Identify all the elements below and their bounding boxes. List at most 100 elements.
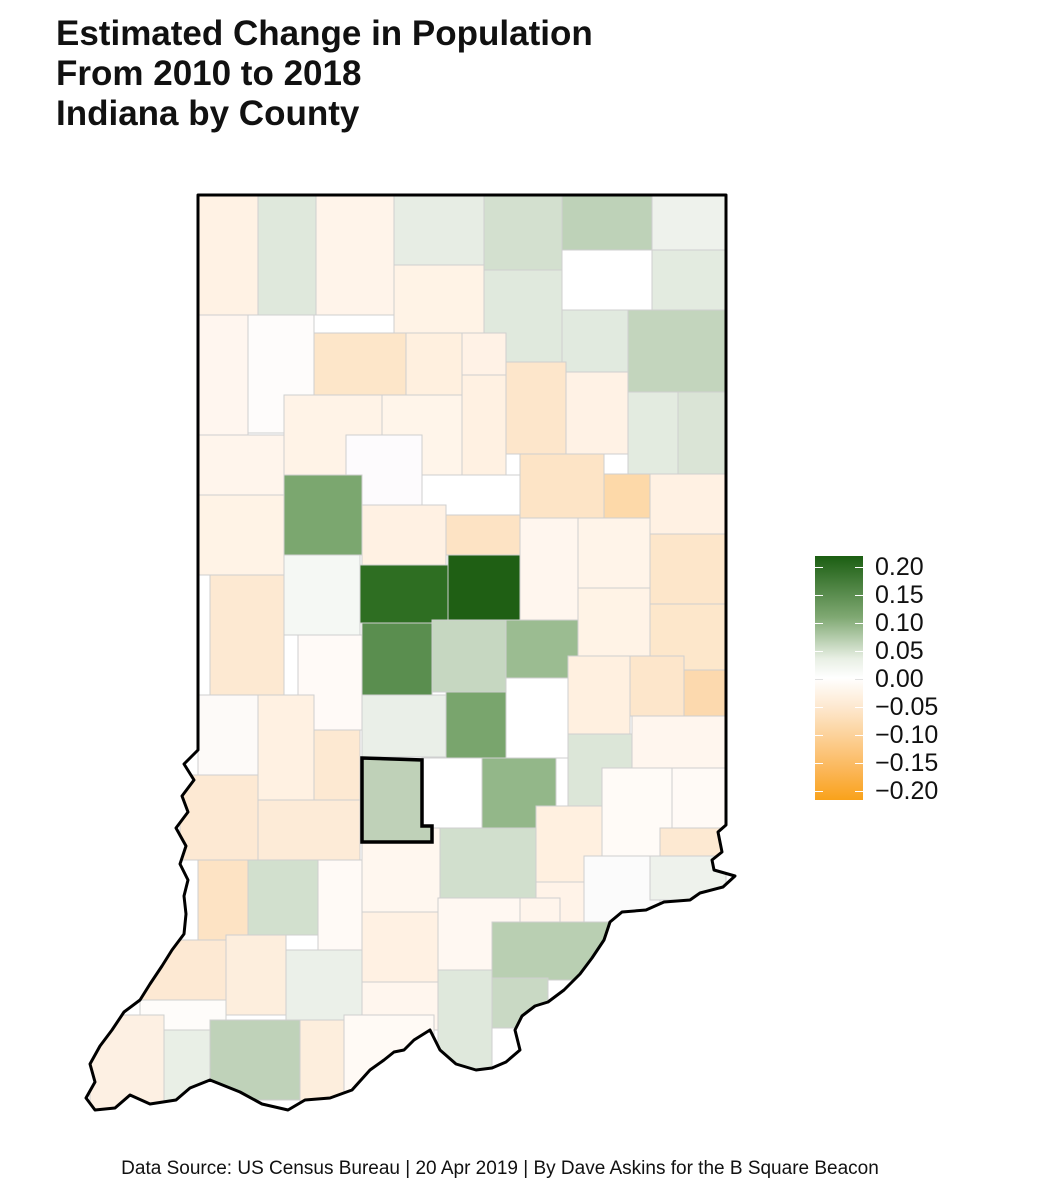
county	[505, 361, 567, 455]
county	[313, 729, 361, 801]
county	[225, 934, 287, 1016]
county	[561, 309, 629, 373]
legend-label-0-15: 0.15	[875, 581, 924, 609]
map-title: Estimated Change in Population From 2010…	[56, 14, 593, 134]
county	[361, 504, 447, 566]
county	[197, 859, 249, 941]
county	[283, 554, 361, 636]
legend-tick	[815, 623, 823, 624]
county	[445, 691, 507, 759]
legend-label-0-20: 0.20	[875, 553, 924, 581]
legend-tick	[815, 707, 823, 708]
county	[209, 1019, 301, 1101]
county	[197, 494, 285, 576]
county	[197, 694, 259, 776]
legend-tick	[815, 651, 823, 652]
county	[649, 473, 727, 535]
legend-tick	[815, 735, 823, 736]
legend-tick	[855, 651, 863, 652]
legend-tick	[855, 623, 863, 624]
title-line-2: From 2010 to 2018	[56, 54, 362, 93]
county	[491, 921, 613, 981]
counties-layer	[89, 195, 727, 1110]
county	[257, 694, 315, 801]
county	[651, 195, 727, 251]
county	[197, 195, 259, 316]
county	[163, 1029, 211, 1110]
color-legend: 0.20 0.15 0.10 0.05 0.00 −0.05 −0.10 −0.…	[815, 553, 975, 806]
county	[649, 855, 727, 901]
county	[179, 774, 259, 861]
county	[627, 391, 679, 475]
county	[565, 371, 629, 455]
legend-tick	[855, 679, 863, 680]
county	[421, 757, 483, 829]
county	[577, 517, 651, 589]
legend-tick	[855, 595, 863, 596]
highlighted-county	[360, 756, 434, 844]
legend-tick	[815, 595, 823, 596]
title-line-3: Indiana by County	[56, 94, 360, 133]
county	[677, 391, 727, 475]
legend-tick	[855, 567, 863, 568]
county	[317, 859, 363, 951]
legend-label-0-10: 0.10	[875, 609, 924, 637]
county	[285, 949, 363, 1026]
county	[561, 195, 653, 251]
legend-label-0-00: 0.00	[875, 665, 924, 693]
county	[627, 309, 727, 393]
county	[361, 694, 447, 758]
county	[519, 517, 579, 621]
county	[89, 1014, 165, 1110]
county	[247, 859, 319, 936]
county	[561, 249, 653, 311]
legend-color-bar	[815, 556, 863, 800]
county	[505, 619, 579, 679]
county	[439, 827, 537, 899]
legend-tick	[855, 791, 863, 792]
county	[393, 264, 485, 334]
county	[139, 939, 227, 1001]
legend-tick	[855, 763, 863, 764]
county	[447, 554, 521, 621]
county	[649, 533, 727, 605]
county	[461, 332, 507, 376]
state-outline	[84, 193, 737, 1112]
data-source-caption: Data Source: US Census Bureau | 20 Apr 2…	[121, 1158, 879, 1179]
county	[431, 619, 507, 693]
county	[659, 827, 727, 857]
county	[519, 453, 605, 519]
title-line-1: Estimated Change in Population	[56, 14, 593, 53]
indiana-county-map	[84, 193, 737, 1112]
legend-tick	[815, 763, 823, 764]
county	[361, 911, 439, 983]
county	[461, 374, 507, 476]
county	[437, 969, 493, 1081]
county	[629, 655, 685, 717]
county	[603, 473, 651, 519]
county	[197, 434, 285, 496]
county	[197, 314, 249, 436]
legend-tick	[815, 567, 823, 568]
county	[257, 799, 361, 861]
county	[671, 767, 727, 829]
legend-tick	[855, 707, 863, 708]
county	[567, 655, 631, 735]
legend-label-0-05: 0.05	[875, 637, 924, 665]
county	[315, 195, 395, 316]
legend-tick	[855, 735, 863, 736]
legend-label-neg-0-20: −0.20	[875, 777, 939, 805]
legend-label-neg-0-10: −0.10	[875, 721, 939, 749]
county	[577, 587, 651, 657]
county	[313, 332, 407, 396]
county	[343, 1014, 435, 1106]
legend-tick	[815, 679, 823, 680]
county	[631, 715, 727, 769]
county	[483, 195, 563, 271]
county	[505, 677, 569, 759]
county	[361, 622, 433, 696]
legend-label-neg-0-15: −0.15	[875, 749, 939, 777]
county	[651, 249, 727, 311]
legend-tick	[815, 791, 823, 792]
county	[393, 195, 485, 266]
